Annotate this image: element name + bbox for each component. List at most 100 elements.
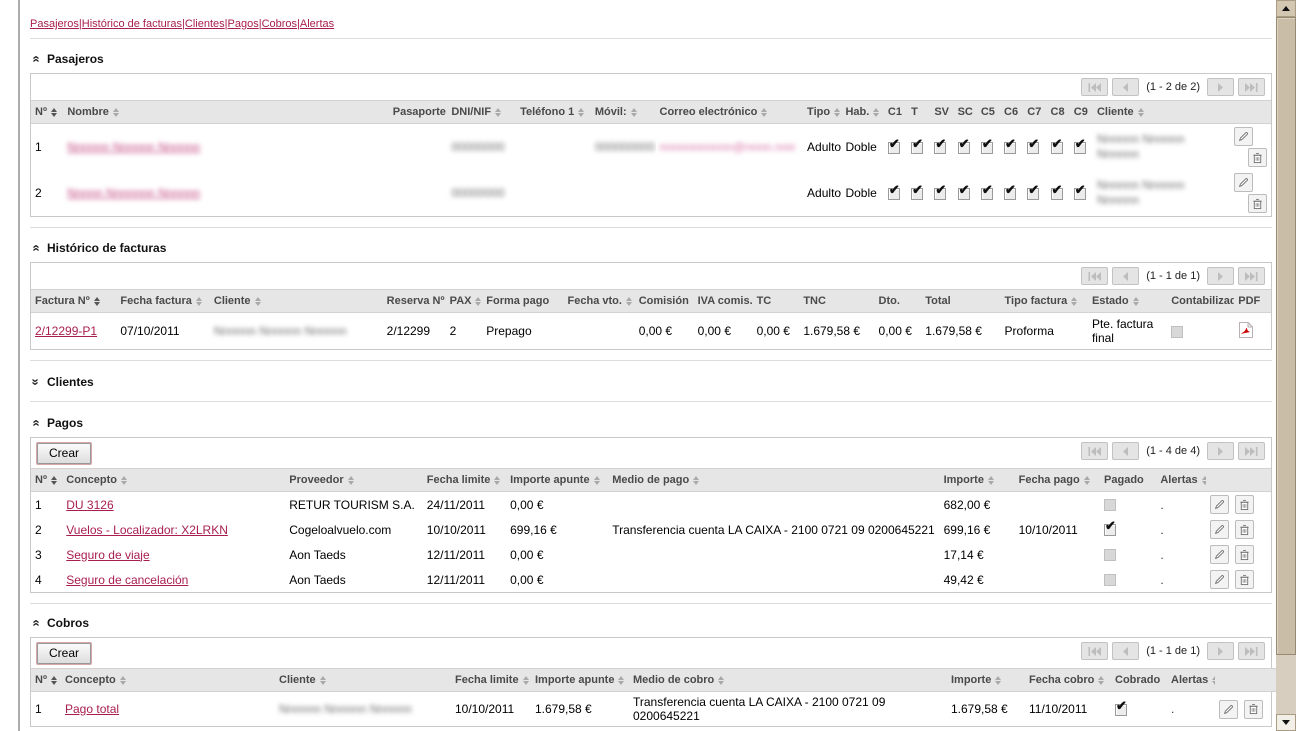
col-proveedor[interactable]: Proveedor bbox=[285, 468, 423, 492]
col-c9[interactable]: C9 bbox=[1069, 100, 1093, 124]
checkbox[interactable] bbox=[934, 136, 947, 154]
expand-down-icon[interactable] bbox=[30, 376, 42, 388]
checkbox[interactable] bbox=[1171, 325, 1184, 338]
delete-button[interactable] bbox=[1244, 699, 1263, 719]
col-importe-apunte[interactable]: Importe apunte bbox=[531, 668, 629, 692]
nav-link-pasajeros[interactable]: Pasajeros bbox=[30, 18, 79, 30]
checkbox[interactable] bbox=[1073, 182, 1086, 200]
col-concepto[interactable]: Concepto bbox=[61, 668, 275, 692]
pager-first-button[interactable] bbox=[1081, 78, 1109, 96]
col-pax[interactable]: PAX bbox=[445, 289, 483, 313]
checkbox[interactable] bbox=[1004, 182, 1017, 200]
checkbox[interactable] bbox=[1027, 182, 1040, 200]
col-estado[interactable]: Estado bbox=[1087, 289, 1168, 313]
col-correo[interactable]: Correo electrónico bbox=[655, 100, 804, 124]
col-importe[interactable]: Importe bbox=[939, 468, 1015, 492]
passenger-name-link[interactable]: Nnnnn Nnnnnnn Nnnnnn bbox=[67, 186, 201, 200]
edit-button[interactable] bbox=[1210, 545, 1230, 564]
edit-button[interactable] bbox=[1210, 570, 1230, 589]
col-factura-num[interactable]: Factura Nº bbox=[31, 289, 117, 313]
checkbox[interactable] bbox=[1104, 549, 1117, 562]
col-num[interactable]: Nº bbox=[31, 100, 64, 124]
checkbox[interactable] bbox=[1027, 136, 1040, 154]
delete-button[interactable] bbox=[1248, 194, 1268, 213]
col-num[interactable]: Nº bbox=[31, 668, 61, 692]
edit-button[interactable] bbox=[1210, 495, 1230, 514]
col-pasaporte[interactable]: Pasaporte bbox=[388, 100, 448, 124]
delete-button[interactable] bbox=[1235, 495, 1255, 514]
crear-cobro-button[interactable]: Crear bbox=[37, 643, 92, 664]
pager-last-button[interactable] bbox=[1238, 642, 1265, 660]
col-cliente[interactable]: Cliente bbox=[209, 289, 383, 313]
col-importe[interactable]: Importe bbox=[947, 668, 1025, 692]
edit-button[interactable] bbox=[1234, 127, 1254, 146]
redacted-email-link[interactable]: nnnnnnnnnnn@nnnn.nnn bbox=[659, 140, 796, 154]
pager-prev-button[interactable] bbox=[1112, 442, 1140, 460]
col-c8[interactable]: C8 bbox=[1046, 100, 1070, 124]
col-fecha-pago[interactable]: Fecha pago bbox=[1014, 468, 1101, 492]
pago-concepto-link[interactable]: Seguro de cancelación bbox=[66, 572, 189, 587]
col-fecha-vto[interactable]: Fecha vto. bbox=[563, 289, 635, 313]
col-fecha-cobro[interactable]: Fecha cobro bbox=[1025, 668, 1111, 692]
checkbox[interactable] bbox=[911, 136, 924, 154]
col-t[interactable]: T bbox=[907, 100, 931, 124]
col-cliente[interactable]: Cliente bbox=[1092, 100, 1231, 124]
col-num[interactable]: Nº bbox=[31, 468, 63, 492]
col-fecha-factura[interactable]: Fecha factura bbox=[116, 289, 210, 313]
col-sc[interactable]: SC bbox=[953, 100, 977, 124]
pager-prev-button[interactable] bbox=[1112, 642, 1140, 660]
cobro-concepto-link[interactable]: Pago total bbox=[65, 702, 120, 716]
delete-button[interactable] bbox=[1235, 570, 1255, 589]
col-medio-cobro[interactable]: Medio de cobro bbox=[629, 668, 947, 692]
checkbox[interactable] bbox=[1004, 136, 1017, 154]
crear-pago-button[interactable]: Crear bbox=[37, 443, 92, 464]
collapse-up-icon[interactable] bbox=[30, 53, 42, 65]
edit-button[interactable] bbox=[1210, 520, 1230, 539]
checkbox[interactable] bbox=[980, 136, 993, 154]
col-dni[interactable]: DNI/NIF bbox=[447, 100, 517, 124]
checkbox[interactable] bbox=[911, 182, 924, 200]
col-c7[interactable]: C7 bbox=[1023, 100, 1047, 124]
checkbox[interactable] bbox=[980, 182, 993, 200]
checkbox[interactable] bbox=[957, 136, 970, 154]
checkbox[interactable] bbox=[934, 182, 947, 200]
collapse-up-icon[interactable] bbox=[30, 242, 42, 254]
nav-link-cobros[interactable]: Cobros bbox=[261, 18, 298, 30]
nav-link-alertas[interactable]: Alertas bbox=[299, 18, 335, 30]
pager-first-button[interactable] bbox=[1081, 442, 1109, 460]
checkbox[interactable] bbox=[887, 182, 900, 200]
nav-link-pagos[interactable]: Pagos bbox=[227, 18, 259, 30]
collapse-up-icon[interactable] bbox=[30, 417, 42, 429]
delete-button[interactable] bbox=[1235, 520, 1255, 539]
checkbox[interactable] bbox=[1050, 136, 1063, 154]
nav-link-facturas[interactable]: Histórico de facturas bbox=[81, 18, 183, 30]
col-tipo-factura[interactable]: Tipo factura bbox=[1000, 289, 1088, 313]
col-nombre[interactable]: Nombre bbox=[63, 100, 389, 124]
col-sv[interactable]: SV bbox=[930, 100, 954, 124]
checkbox[interactable] bbox=[1050, 182, 1063, 200]
col-c1[interactable]: C1 bbox=[883, 100, 908, 124]
col-c5[interactable]: C5 bbox=[976, 100, 1001, 124]
delete-button[interactable] bbox=[1235, 545, 1255, 564]
col-c6[interactable]: C6 bbox=[1000, 100, 1024, 124]
col-hab[interactable]: Hab. bbox=[841, 100, 884, 124]
col-movil[interactable]: Móvil: bbox=[590, 100, 656, 124]
scrollbar-thumb[interactable] bbox=[1276, 17, 1296, 655]
pago-concepto-link[interactable]: Seguro de viaje bbox=[66, 547, 150, 562]
edit-button[interactable] bbox=[1234, 173, 1254, 192]
factura-link[interactable]: 2/12299-P1 bbox=[35, 324, 98, 338]
scroll-down-button[interactable] bbox=[1276, 714, 1296, 731]
col-cliente[interactable]: Cliente bbox=[275, 668, 451, 692]
delete-button[interactable] bbox=[1248, 148, 1268, 167]
scroll-up-button[interactable] bbox=[1276, 0, 1296, 17]
col-tipo[interactable]: Tipo bbox=[803, 100, 842, 124]
collapse-up-icon[interactable] bbox=[30, 617, 42, 629]
pager-last-button[interactable] bbox=[1238, 78, 1265, 96]
pager-first-button[interactable] bbox=[1081, 267, 1109, 285]
col-alertas[interactable]: Alertas bbox=[1167, 668, 1215, 692]
edit-button[interactable] bbox=[1219, 699, 1238, 719]
checkbox[interactable] bbox=[957, 182, 970, 200]
pager-prev-button[interactable] bbox=[1112, 267, 1140, 285]
pager-next-button[interactable] bbox=[1207, 642, 1234, 660]
checkbox[interactable] bbox=[1115, 698, 1127, 716]
